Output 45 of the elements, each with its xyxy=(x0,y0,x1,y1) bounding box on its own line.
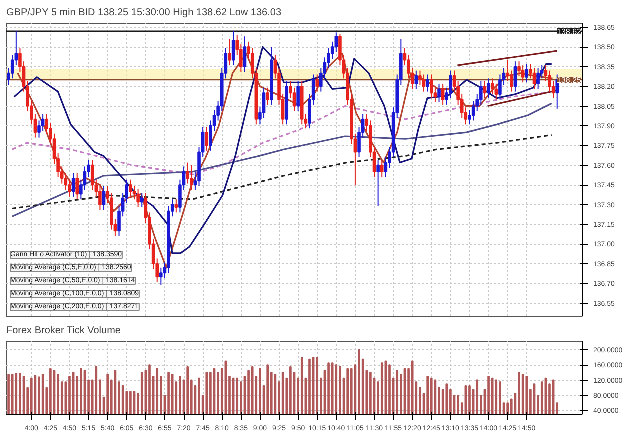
candlestick xyxy=(129,179,132,198)
candlestick xyxy=(490,78,494,95)
candlestick xyxy=(438,83,441,103)
candlestick xyxy=(190,164,194,191)
candlestick xyxy=(292,87,296,112)
chart-title: Forex Broker Tick Volume xyxy=(6,326,122,336)
line-series xyxy=(12,102,553,218)
candlestick xyxy=(205,126,209,152)
candlestick xyxy=(430,74,434,99)
candlestick xyxy=(76,172,79,200)
candlestick xyxy=(521,65,525,84)
candlestick xyxy=(296,80,300,112)
candlestick xyxy=(140,192,144,208)
candlestick xyxy=(422,74,426,92)
candlestick xyxy=(514,61,518,92)
ref-line-label: 138.62 xyxy=(557,27,582,36)
candlestick xyxy=(380,160,384,178)
candlestick xyxy=(102,186,106,211)
candlestick xyxy=(72,172,76,198)
candlestick xyxy=(487,78,490,99)
candlestick xyxy=(232,30,236,66)
candlestick xyxy=(136,188,140,208)
candlestick xyxy=(266,87,270,106)
candlestick xyxy=(483,80,487,99)
candlestick xyxy=(228,38,232,66)
candlestick xyxy=(536,68,540,90)
candlestick xyxy=(132,186,136,200)
chart-title: GBP/JPY 5 min BID 138.25 15:30:00 High 138.62 Low 136.03 xyxy=(6,8,282,18)
candlestick xyxy=(426,74,430,92)
candlestick xyxy=(376,160,380,207)
candlestick xyxy=(174,199,178,214)
candlestick xyxy=(90,160,94,191)
candlestick xyxy=(441,83,445,106)
candlestick xyxy=(316,74,319,92)
candlestick xyxy=(334,32,338,53)
candlestick xyxy=(414,70,418,90)
candlestick xyxy=(494,83,498,100)
line-series xyxy=(12,134,553,210)
ref-line-label: 138.25 xyxy=(557,76,582,85)
candlestick xyxy=(262,87,266,119)
candlestick xyxy=(243,36,247,73)
candlestick xyxy=(525,64,529,84)
candlestick xyxy=(472,100,476,122)
candlestick xyxy=(83,166,87,191)
candlestick xyxy=(532,68,536,90)
